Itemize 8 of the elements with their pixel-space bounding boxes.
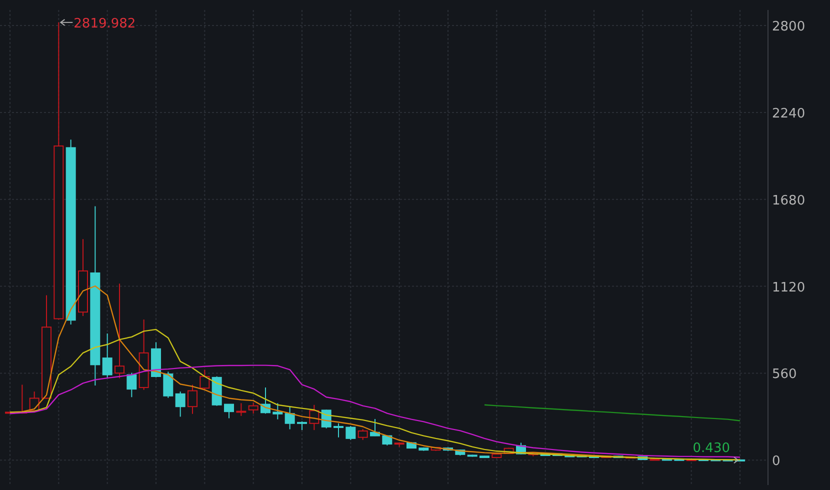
y-tick-label: 2240: [772, 106, 806, 122]
annotation: 0.430: [692, 441, 730, 456]
y-tick-label: 1680: [772, 193, 806, 208]
y-tick-label: 2800: [772, 20, 806, 35]
annotation: 2819.982: [74, 16, 136, 32]
y-tick-label: 0: [772, 454, 780, 470]
y-tick-label: 1120: [772, 280, 806, 296]
y-tick-label: 560: [772, 367, 797, 382]
